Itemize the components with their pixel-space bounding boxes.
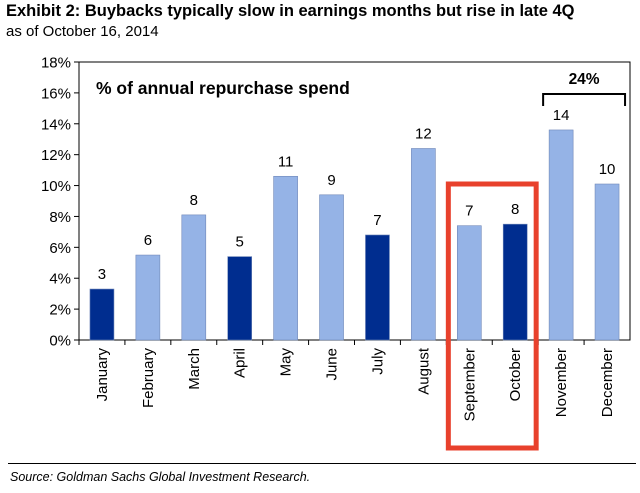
x-tick-label-june: June xyxy=(324,348,341,381)
bar-november xyxy=(548,129,574,341)
bars xyxy=(89,129,620,341)
x-tick-label-april: April xyxy=(232,348,249,378)
source-note: Source: Goldman Sachs Global Investment … xyxy=(10,470,311,484)
y-tick-label: 4% xyxy=(49,271,71,288)
data-label-november: 14 xyxy=(553,107,570,124)
highlight-box xyxy=(445,181,539,451)
x-tick-label-august: August xyxy=(415,347,432,395)
y-tick-label: 0% xyxy=(49,333,71,350)
x-tick-label-january: January xyxy=(94,348,111,402)
x-tick-label-november: November xyxy=(553,348,570,417)
bar-august xyxy=(411,148,436,341)
data-label-may: 11 xyxy=(278,153,294,170)
data-label-december: 10 xyxy=(599,161,616,178)
plot-area-border xyxy=(78,61,631,341)
bracket xyxy=(542,93,627,106)
data-label-april: 5 xyxy=(236,234,244,251)
bar-december xyxy=(594,183,620,341)
x-tick-label-december: December xyxy=(599,348,616,417)
data-label-july: 7 xyxy=(373,212,381,229)
y-axis: 0% 2% 4% 6% 8% 10% 12% 14% 16% 18% xyxy=(41,55,79,350)
x-tick-label-may: May xyxy=(278,348,295,377)
bar-march xyxy=(181,214,207,341)
bar-september xyxy=(456,225,482,341)
bar-june xyxy=(319,194,344,341)
y-tick-label: 2% xyxy=(49,302,71,319)
y-tick-label: 6% xyxy=(49,240,71,257)
plot-frame xyxy=(78,61,631,341)
bar-february xyxy=(135,254,161,341)
bar-october xyxy=(502,223,528,341)
data-label-february: 6 xyxy=(144,232,152,249)
data-label-august: 12 xyxy=(415,125,432,142)
data-label-january: 3 xyxy=(98,266,106,283)
y-tick-label: 8% xyxy=(49,209,71,226)
data-label-march: 8 xyxy=(190,192,198,209)
x-tick-label-march: March xyxy=(186,348,203,390)
data-label-september: 7 xyxy=(465,203,473,220)
x-axis: January February March April May June July Augu… xyxy=(78,340,616,421)
data-label-june: 9 xyxy=(327,172,335,189)
y-tick-label: 16% xyxy=(41,85,71,102)
x-tick-label-february: February xyxy=(140,348,157,409)
source-divider xyxy=(8,463,636,464)
page-title: Exhibit 2: Buybacks typically slow in ea… xyxy=(6,2,575,20)
bar-july xyxy=(365,234,390,341)
bracket-label: 24% xyxy=(569,71,600,88)
y-tick-label: 10% xyxy=(41,178,71,195)
page-subtitle: as of October 16, 2014 xyxy=(6,23,159,40)
y-tick-label: 18% xyxy=(41,55,71,72)
x-tick-label-october: October xyxy=(507,348,524,401)
x-tick-label-july: July xyxy=(369,348,386,375)
y-tick-label: 14% xyxy=(41,116,71,133)
chart-title: % of annual repurchase spend xyxy=(96,78,350,98)
y-tick-label: 12% xyxy=(41,147,71,164)
annotations: 24% xyxy=(445,71,627,451)
x-tick-label-september: September xyxy=(461,348,478,421)
bar-january xyxy=(89,288,115,341)
bar-may xyxy=(273,175,298,341)
bar-april xyxy=(227,256,253,341)
data-label-october: 8 xyxy=(511,201,519,218)
data-labels: 3 6 8 5 11 9 7 12 7 8 14 10 xyxy=(98,107,616,283)
